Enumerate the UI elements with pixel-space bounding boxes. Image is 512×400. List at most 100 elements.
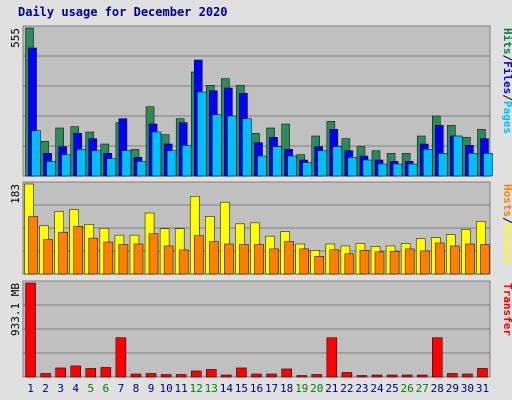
y-max-label: 555 [9,28,22,48]
bar-transfer-day-2 [40,373,51,378]
bar-transfer-day-12 [190,370,202,378]
bar-transfer-day-19 [296,375,307,378]
x-tick-label-2: 2 [42,382,49,395]
bar-pages-day-3 [61,154,71,177]
bar-hosts-day-10 [163,245,174,275]
bar-transfer-day-25 [386,374,398,378]
bar-pages-day-7 [121,150,132,177]
bar-transfer-day-4 [70,365,81,378]
x-tick-label-10: 10 [159,382,172,395]
bar-hosts-day-20 [314,256,325,275]
x-tick-label-22: 22 [340,382,353,395]
bar-pages-day-31 [483,153,493,177]
legend-entry: Pages [501,101,512,134]
bar-transfer-day-17 [266,373,277,378]
legend-transfer: Transfer [501,283,512,336]
bar-hosts-day-19 [299,248,309,275]
bar-transfer-day-16 [251,373,262,378]
x-tick-label-25: 25 [385,382,398,395]
x-tick-label-12: 12 [190,382,203,395]
bar-transfer-day-3 [55,367,66,378]
bar-hosts-day-1 [28,216,38,275]
legend-entry: Visits [501,224,512,264]
bar-pages-day-30 [468,153,478,177]
bar-pages-day-24 [377,163,388,177]
bar-pages-day-22 [347,157,358,177]
legend-entry: / [501,94,512,101]
bar-hosts-day-31 [480,244,490,275]
bar-transfer-day-9 [145,373,157,378]
bar-transfer-day-27 [416,374,428,378]
legend-entry: Files [501,61,512,94]
x-tick-label-30: 30 [461,382,474,395]
bar-pages-day-29 [453,135,463,177]
bar-transfer-day-28 [432,337,443,378]
x-tick-label-8: 8 [133,382,140,395]
y-max-label: 183 [9,184,22,204]
bar-pages-day-19 [302,162,312,177]
bar-hosts-day-18 [284,241,294,275]
bar-hosts-day-25 [389,251,400,275]
x-tick-label-17: 17 [265,382,278,395]
legend-entry: Hosts [501,184,512,217]
legend-entry: Hits [501,28,512,55]
bar-transfer-day-8 [130,373,142,378]
bar-pages-day-20 [317,150,328,177]
bar-hosts-day-13 [209,241,219,275]
x-tick-label-27: 27 [416,382,429,395]
bar-pages-day-21 [332,146,343,177]
x-tick-label-24: 24 [370,382,384,395]
x-tick-label-21: 21 [325,382,338,395]
bar-hosts-day-5 [88,237,99,275]
bar-hosts-day-16 [254,244,264,275]
bar-hosts-day-7 [118,244,129,275]
bar-pages-day-15 [242,118,252,177]
bar-hosts-day-9 [148,233,159,275]
x-tick-label-28: 28 [431,382,444,395]
legend-entry: / [501,217,512,224]
bar-hosts-day-29 [450,245,460,275]
bar-transfer-day-21 [326,337,338,378]
bar-transfer-day-20 [311,374,323,378]
x-tick-label-31: 31 [476,382,489,395]
y-max-label: 933.1 MB [9,283,22,336]
bar-hosts-day-15 [239,244,249,275]
bar-transfer-day-30 [462,373,473,378]
x-tick-label-9: 9 [148,382,155,395]
bar-transfer-day-29 [447,373,458,378]
x-tick-label-18: 18 [280,382,293,395]
bar-hosts-day-11 [178,249,189,275]
bar-pages-day-27 [422,149,433,177]
x-tick-label-23: 23 [355,382,368,395]
bar-transfer-day-22 [341,372,353,378]
bar-hosts-day-8 [133,243,144,275]
legend-entry: Transfer [501,283,512,336]
bar-pages-day-1 [31,130,41,177]
bar-hosts-day-6 [103,241,114,275]
bar-transfer-day-10 [160,374,172,378]
x-tick-label-14: 14 [220,382,234,395]
bar-hosts-day-26 [404,248,415,275]
bar-hosts-day-30 [465,243,475,275]
bar-pages-day-14 [227,115,237,177]
chart-title: Daily usage for December 2020 [18,5,228,19]
legend-hits-files-pages: Hits/Files/Pages [501,28,512,134]
bar-hosts-day-21 [329,249,340,275]
bar-hosts-day-24 [374,251,385,275]
bar-pages-day-16 [257,155,267,177]
bar-pages-day-2 [46,161,56,177]
bar-pages-day-4 [76,149,86,177]
bar-pages-day-11 [181,145,192,177]
bar-pages-day-17 [272,146,282,177]
bar-transfer-day-26 [401,374,413,378]
bar-transfer-day-1 [25,282,36,378]
bar-hosts-day-27 [419,250,430,275]
bar-transfer-day-13 [206,369,217,378]
x-tick-label-6: 6 [103,382,110,395]
x-tick-label-16: 16 [250,382,263,395]
bar-hosts-day-14 [224,243,234,275]
bar-transfer-day-23 [356,375,368,378]
bar-hosts-day-22 [344,253,355,275]
bar-pages-day-23 [362,159,373,177]
bar-pages-day-8 [136,161,147,177]
